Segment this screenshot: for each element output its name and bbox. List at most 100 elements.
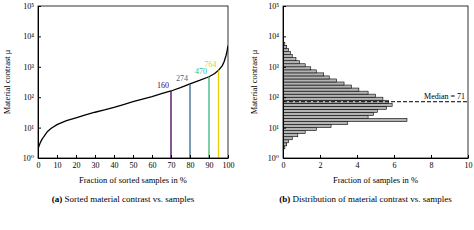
plot-area bbox=[283, 42, 468, 148]
x-tick-mark bbox=[394, 155, 395, 158]
x-tick-mark bbox=[209, 155, 210, 158]
y-axis-title: Material contrast μ bbox=[2, 49, 12, 114]
histogram-bar bbox=[283, 88, 359, 91]
y-tick-mark bbox=[38, 67, 41, 68]
y-tick: 10¹ bbox=[24, 124, 41, 133]
caption: (a) Sorted material contrast vs. samples bbox=[52, 194, 195, 204]
x-tick: 50 bbox=[130, 155, 138, 170]
x-tick-mark bbox=[468, 155, 469, 158]
histogram-bar bbox=[283, 131, 305, 134]
histogram-bar bbox=[283, 134, 298, 137]
y-tick-label: 10¹ bbox=[24, 124, 35, 133]
annotation-line bbox=[189, 84, 190, 158]
median-label: Median = 71 bbox=[424, 92, 465, 101]
x-tick-label: 10 bbox=[54, 161, 62, 170]
caption-text: Sorted material contrast vs. samples bbox=[62, 194, 194, 204]
x-tick-mark bbox=[228, 155, 229, 158]
histogram-bar bbox=[283, 112, 374, 115]
y-tick-label: 10⁰ bbox=[268, 154, 279, 163]
annotation-line bbox=[208, 77, 209, 158]
x-tick: 100 bbox=[223, 155, 235, 170]
x-tick-mark bbox=[57, 155, 58, 158]
y-tick-mark bbox=[38, 6, 41, 7]
y-tick-mark bbox=[283, 128, 286, 129]
x-tick-mark bbox=[133, 155, 134, 158]
x-tick-label: 100 bbox=[223, 161, 235, 170]
x-tick-label: 80 bbox=[187, 161, 195, 170]
figure: 010203040506070809010010⁰10¹10²10³10⁴10⁵… bbox=[0, 0, 474, 230]
y-tick: 10⁰ bbox=[23, 154, 41, 163]
histogram-bar bbox=[283, 97, 383, 100]
histogram-bar bbox=[283, 91, 368, 94]
x-tick-label: 6 bbox=[393, 161, 397, 170]
y-tick-mark bbox=[283, 158, 286, 159]
y-tick-label: 10⁵ bbox=[23, 2, 34, 11]
y-axis-line bbox=[283, 7, 284, 159]
histogram-bar bbox=[283, 58, 296, 61]
y-tick: 10⁵ bbox=[268, 2, 286, 11]
y-tick-label: 10² bbox=[269, 93, 280, 102]
x-tick: 10 bbox=[465, 155, 473, 170]
x-tick-mark bbox=[114, 155, 115, 158]
y-tick: 10³ bbox=[24, 63, 41, 72]
histogram-bar bbox=[283, 103, 392, 106]
x-tick: 6 bbox=[393, 155, 397, 170]
y-tick-mark bbox=[38, 158, 41, 159]
y-tick-mark bbox=[283, 67, 286, 68]
x-tick-label: 20 bbox=[73, 161, 81, 170]
x-tick-label: 0 bbox=[282, 161, 286, 170]
y-tick: 10⁰ bbox=[268, 154, 286, 163]
x-tick-mark bbox=[76, 155, 77, 158]
histogram-bar bbox=[283, 94, 376, 97]
histogram-bar bbox=[283, 128, 316, 131]
y-tick-label: 10⁴ bbox=[23, 32, 34, 41]
histogram-bar bbox=[283, 76, 329, 79]
histogram-bar bbox=[283, 85, 351, 88]
y-tick-mark bbox=[283, 97, 286, 98]
x-tick-label: 40 bbox=[111, 161, 119, 170]
x-axis: 0246810 bbox=[282, 155, 473, 170]
y-tick-label: 10¹ bbox=[269, 124, 280, 133]
x-tick-mark bbox=[320, 155, 321, 158]
x-tick: 30 bbox=[92, 155, 100, 170]
y-tick: 10⁴ bbox=[268, 32, 286, 41]
y-axis-title: Material contrast μ bbox=[249, 49, 259, 114]
y-tick-label: 10⁴ bbox=[268, 32, 279, 41]
annotation-label: 274 bbox=[176, 74, 188, 83]
x-tick: 20 bbox=[73, 155, 81, 170]
histogram-bar bbox=[283, 79, 337, 82]
x-tick-mark bbox=[171, 155, 172, 158]
y-tick-label: 10⁵ bbox=[268, 2, 279, 11]
x-tick-mark bbox=[152, 155, 153, 158]
x-tick-mark bbox=[357, 155, 358, 158]
histogram-bar bbox=[283, 109, 377, 112]
histogram-bar bbox=[283, 137, 292, 140]
x-tick: 60 bbox=[149, 155, 157, 170]
y-axis: 10⁰ 10¹ 10² 10³ 10⁴ 10⁵ bbox=[23, 2, 41, 163]
histogram-bar bbox=[283, 125, 331, 128]
y-axis: 10⁰ 10¹ 10² 10³ 10⁴ 10⁵ bbox=[268, 2, 286, 163]
annotation-label: 764 bbox=[205, 60, 217, 69]
y-tick: 10⁴ bbox=[23, 32, 41, 41]
plot-frame bbox=[38, 6, 228, 158]
x-tick: 10 bbox=[54, 155, 62, 170]
histogram-bar bbox=[283, 73, 324, 76]
x-tick-label: 4 bbox=[356, 161, 360, 170]
y-tick: 10³ bbox=[269, 63, 286, 72]
histogram-bar bbox=[283, 52, 290, 55]
data-line bbox=[38, 46, 228, 149]
x-tick: 4 bbox=[356, 155, 360, 170]
y-axis-line bbox=[38, 7, 39, 159]
x-axis-title: Fraction of samples in % bbox=[333, 175, 418, 185]
x-tick: 2 bbox=[319, 155, 323, 170]
median-line bbox=[283, 101, 468, 102]
y-tick-mark bbox=[283, 6, 286, 7]
caption: (b) Distribution of material contrast vs… bbox=[279, 194, 452, 204]
plot-frame bbox=[283, 6, 468, 158]
y-tick-label: 10² bbox=[24, 93, 35, 102]
x-tick-label: 60 bbox=[149, 161, 157, 170]
x-tick-label: 30 bbox=[92, 161, 100, 170]
y-tick-mark bbox=[38, 36, 41, 37]
x-axis-line bbox=[39, 158, 229, 159]
x-tick-mark bbox=[431, 155, 432, 158]
